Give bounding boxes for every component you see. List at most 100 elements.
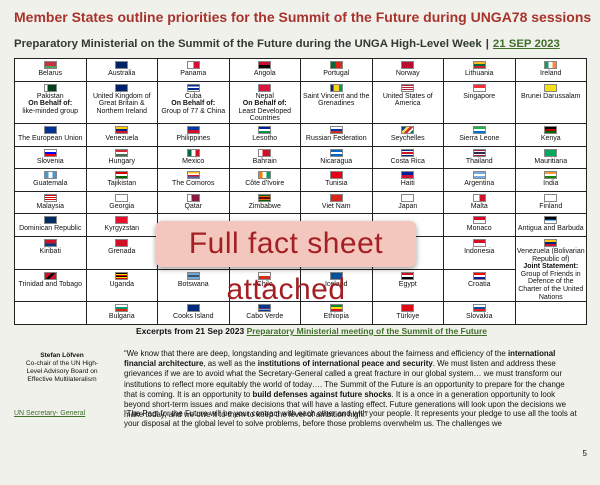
country-name: Hungary xyxy=(108,157,135,165)
country-cell: Finland xyxy=(514,190,587,215)
country-name: Panama xyxy=(180,70,207,77)
grid-row: Belarus Australia Panama Angola Portugal Norw… xyxy=(14,58,587,82)
country-name: Viet Nam xyxy=(321,202,351,210)
country-cell: The European Union xyxy=(14,122,87,147)
country-name: Kiribati xyxy=(39,247,61,255)
country-cell: Monaco xyxy=(443,213,516,237)
subtitle-separator: | xyxy=(485,38,489,50)
quote-1-emphasis-3: build defenses against future shocks xyxy=(252,389,392,399)
country-name: Norway xyxy=(395,70,420,77)
country-cell: Uganda xyxy=(85,268,158,303)
country-name: Antigua and Barbuda xyxy=(517,225,584,233)
flag-icon xyxy=(401,193,415,202)
country-name: Slovenia xyxy=(36,157,64,165)
country-cell: Türkiye xyxy=(371,301,444,325)
flag-icon xyxy=(472,125,486,134)
country-name: United States of America xyxy=(382,92,433,108)
country-name: Ethiopia xyxy=(323,313,349,321)
flag-icon xyxy=(186,83,200,92)
grid-row: Trinidad and Tobago Uganda Botswana ChileIc… xyxy=(14,268,587,303)
country-name: The European Union xyxy=(17,134,83,142)
country-cell: Mauritiana xyxy=(514,145,587,170)
flag-icon xyxy=(43,148,57,157)
flag-icon xyxy=(329,148,343,157)
country-cell: Angola xyxy=(228,58,301,82)
flag-icon xyxy=(472,61,486,69)
country-name: India xyxy=(543,180,559,188)
country-name: Russian Federation xyxy=(305,134,367,142)
flag-icon xyxy=(544,125,558,134)
country-cell: Thailand xyxy=(443,145,516,170)
country-name: Côte d'Ivoire xyxy=(245,180,285,188)
flag-icon xyxy=(544,171,558,180)
flag-icon xyxy=(186,193,200,202)
flag-icon xyxy=(329,193,343,202)
flag-icon xyxy=(258,148,272,157)
country-name: Cooks Island xyxy=(173,313,214,321)
quote-1: “We know that there are deep, longstandi… xyxy=(124,349,579,420)
grid-row: Bulgaria Cooks Island Cabo Verde Ethiopia Tü… xyxy=(14,301,587,325)
country-cell: Georgia xyxy=(85,190,158,215)
country-name: Seychelles xyxy=(390,134,425,142)
flag-icon xyxy=(115,271,129,280)
country-cell: Venezuela xyxy=(85,122,158,147)
subtitle-date-link[interactable]: 21 SEP 2023 xyxy=(492,38,560,50)
country-name: Croatia xyxy=(467,280,491,288)
country-name: United Kingdom of Great Britain & Northe… xyxy=(92,92,151,115)
behalf-label: On Behalf of: xyxy=(28,100,73,108)
country-name: Monaco xyxy=(466,225,492,233)
country-name: Lithuania xyxy=(465,70,494,77)
country-cell: Cabo Verde xyxy=(228,301,301,325)
flag-icon xyxy=(329,125,343,134)
country-cell: Japan xyxy=(371,190,444,215)
country-cell: Slovenia xyxy=(14,145,87,170)
country-name: Trinidad and Tobago xyxy=(18,280,82,288)
grid-row: Malaysia Georgia Qatar Zimbabwe Viet Nam Japa… xyxy=(14,190,587,215)
country-name: Cabo Verde xyxy=(246,313,284,321)
flag-icon xyxy=(401,171,415,180)
country-cell: United Kingdom of Great Britain & Northe… xyxy=(85,80,158,124)
country-cell: Qatar xyxy=(157,190,230,215)
country-name: Tunisia xyxy=(325,180,348,188)
flag-icon xyxy=(115,61,129,69)
country-name: Portugal xyxy=(323,70,350,77)
country-name: Kenya xyxy=(540,134,561,142)
flag-icon xyxy=(544,193,558,202)
behalf-label: On Behalf of: xyxy=(171,100,216,108)
country-cell: Kiribati xyxy=(14,235,87,270)
grid-row: Pakistan On Behalf of: like-minded group Un… xyxy=(14,80,587,124)
country-cell: Hungary xyxy=(85,145,158,170)
flag-icon xyxy=(43,83,57,92)
flag-icon xyxy=(401,304,415,313)
flag-icon xyxy=(472,193,486,202)
country-cell: Croatia xyxy=(443,268,516,303)
fact-sheet-banner[interactable]: Full fact sheet attached xyxy=(156,221,416,306)
flag-icon xyxy=(472,238,486,247)
excerpts-source-link[interactable]: Preparatory Ministerial meeting of the S… xyxy=(246,326,487,336)
country-name: Botswana xyxy=(177,280,209,288)
flag-icon xyxy=(544,61,558,69)
country-cell: Antigua and Barbuda xyxy=(514,213,587,237)
country-name: Angola xyxy=(253,70,276,77)
behalf-group: like-minded group xyxy=(22,107,79,115)
flag-icon xyxy=(544,83,558,92)
country-cell: Nepal On Behalf of: Least Developed Countr… xyxy=(228,80,301,124)
flag-icon xyxy=(258,193,272,202)
page-title: Member States outline priorities for the… xyxy=(14,9,592,25)
country-cell: Haiti xyxy=(371,168,444,192)
country-cell: Venezuela (Bolivarian Republic of) Joint … xyxy=(514,235,587,303)
country-cell: Slovakia xyxy=(443,301,516,325)
flag-icon xyxy=(115,148,129,157)
country-cell: Sierra Leone xyxy=(443,122,516,147)
country-cell xyxy=(14,301,87,325)
country-cell: Zimbabwe xyxy=(228,190,301,215)
flag-icon xyxy=(258,125,272,134)
country-name: Venezuela (Bolivarian Republic of) xyxy=(516,247,585,263)
flag-icon xyxy=(401,125,415,134)
quote-1-emphasis-2: institutions of international peace and … xyxy=(257,359,433,369)
flag-icon xyxy=(401,83,415,92)
speaker-2-link[interactable]: UN Secretary- General xyxy=(14,410,86,417)
country-cell: Kyrgyzstan xyxy=(85,213,158,237)
flag-icon xyxy=(401,148,415,157)
flag-icon xyxy=(544,238,558,247)
